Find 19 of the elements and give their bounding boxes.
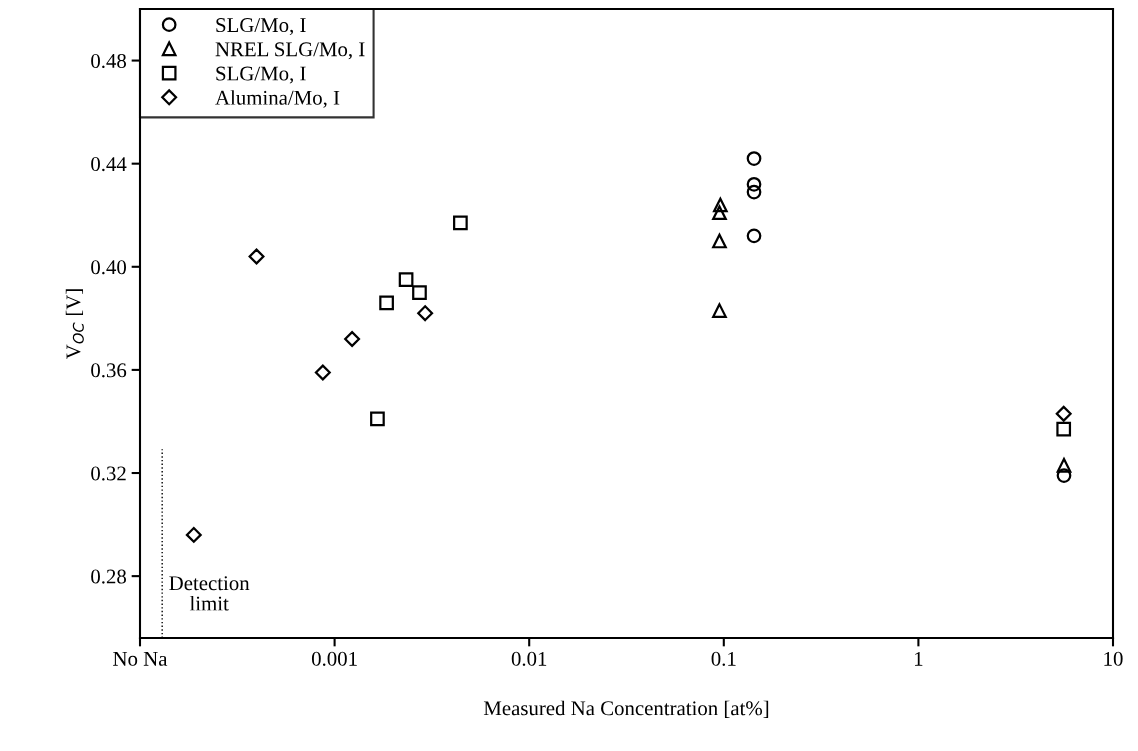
legend-label: SLG/Mo, I [216, 18, 306, 36]
ref-line-label: Detection limit [169, 576, 250, 611]
y-axis-title: V$_{OC}$ [V] [65, 289, 84, 360]
y-tick-label: 0.28 [91, 569, 127, 584]
y-tick-label: 0.32 [91, 466, 126, 481]
x-tick-label: 10 [1104, 651, 1123, 666]
legend-label: NREL SLG/Mo, I [215, 42, 365, 60]
y-tick-label: 0.36 [91, 363, 127, 378]
y-tick-label: 0.44 [91, 157, 127, 172]
x-tick-label: 1 [915, 651, 923, 666]
legend-label: Alumina/Mo, I [215, 90, 340, 108]
y-tick-label: 0.48 [91, 53, 127, 69]
legend-label: SLG/Mo, I [216, 66, 306, 84]
x-tick-label: 0.001 [311, 651, 357, 666]
x-axis-title: Measured Na Concentration [at%] [483, 700, 769, 718]
y-tick-label: 0.40 [91, 260, 127, 275]
x-tick-label: 0.1 [711, 651, 736, 666]
x-tick-label: No Na [113, 652, 168, 666]
x-tick-label: 0.01 [511, 651, 547, 666]
